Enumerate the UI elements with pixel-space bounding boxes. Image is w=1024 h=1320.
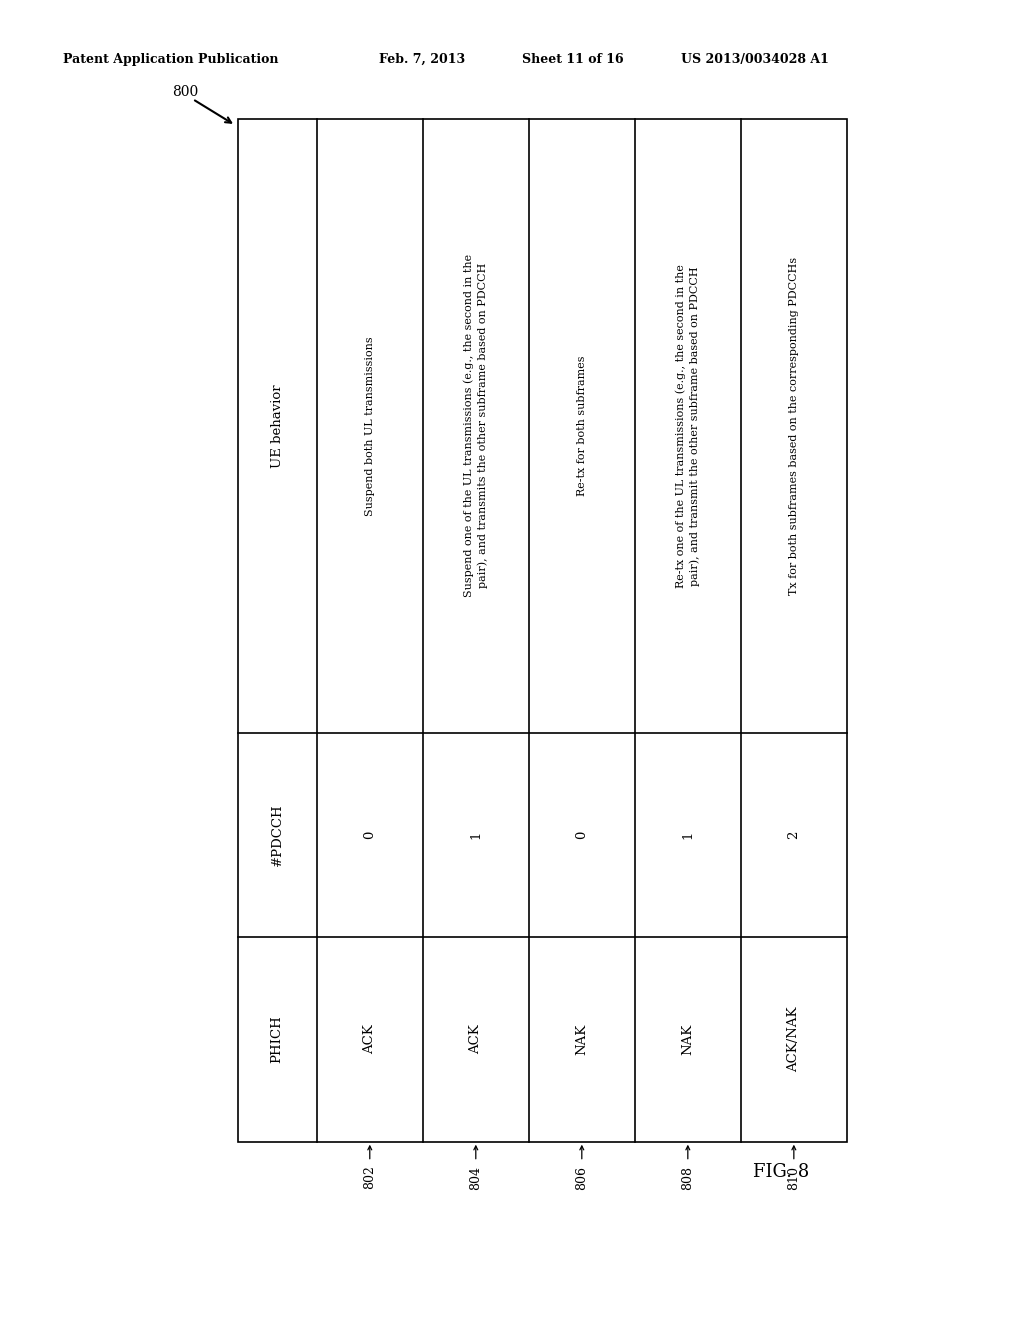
Text: 1: 1 [681,830,694,840]
Text: 810: 810 [787,1166,801,1189]
Text: Patent Application Publication: Patent Application Publication [63,53,279,66]
Text: Sheet 11 of 16: Sheet 11 of 16 [522,53,624,66]
Text: 2: 2 [787,830,801,840]
Text: UE behavior: UE behavior [270,384,284,467]
Text: 0: 0 [575,830,589,840]
Text: ACK: ACK [364,1024,376,1055]
Text: 808: 808 [681,1166,694,1189]
Text: 804: 804 [469,1166,482,1189]
Text: Suspend both UL transmissions: Suspend both UL transmissions [365,335,375,516]
Text: #PDCCH: #PDCCH [270,804,284,866]
Bar [238,119,847,1142]
Text: ACK/NAK: ACK/NAK [787,1007,801,1072]
Text: Re-tx for both subframes: Re-tx for both subframes [577,355,587,496]
Text: Suspend one of the UL transmissions (e.g., the second in the
pair), and transmit: Suspend one of the UL transmissions (e.g… [464,255,488,597]
Text: PHICH: PHICH [270,1015,284,1064]
Text: ACK: ACK [469,1024,482,1055]
Text: NAK: NAK [681,1024,694,1055]
Text: 800: 800 [172,86,199,99]
Text: FIG. 8: FIG. 8 [753,1163,809,1181]
Text: Tx for both subframes based on the corresponding PDCCHs: Tx for both subframes based on the corre… [788,256,799,595]
Text: 806: 806 [575,1166,589,1189]
Text: 1: 1 [469,830,482,840]
Text: US 2013/0034028 A1: US 2013/0034028 A1 [681,53,828,66]
Text: 0: 0 [364,830,376,840]
Text: NAK: NAK [575,1024,589,1055]
Text: 802: 802 [364,1166,376,1189]
Text: Re-tx one of the UL transmissions (e.g., the second in the
pair), and transmit t: Re-tx one of the UL transmissions (e.g.,… [676,264,700,587]
Text: Feb. 7, 2013: Feb. 7, 2013 [379,53,465,66]
